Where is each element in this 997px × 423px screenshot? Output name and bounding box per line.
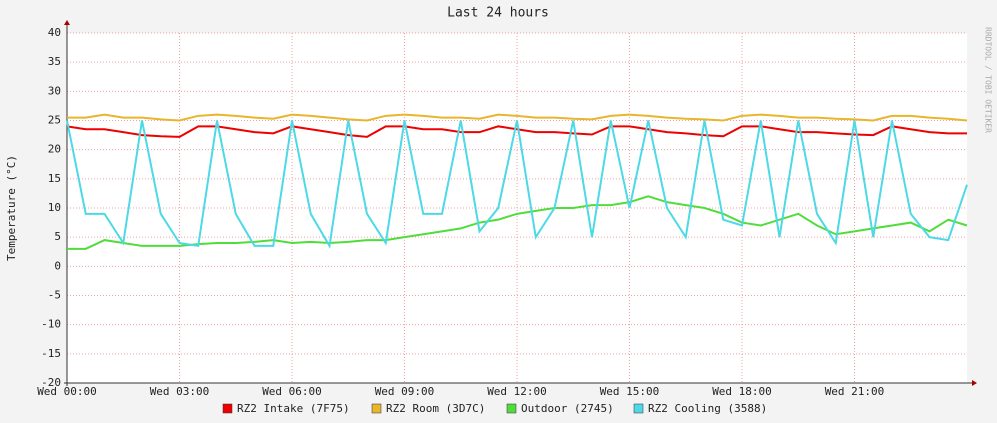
y-tick-label: -20 [41,376,61,389]
y-tick-label: 5 [54,230,61,243]
y-tick-label: 25 [48,114,61,127]
legend-swatch [506,403,517,414]
legend-swatch [371,403,382,414]
y-tick-label: -10 [41,318,61,331]
x-tick-label: Wed 12:00 [487,385,547,398]
legend-swatch [222,403,233,414]
y-tick-label: 15 [48,172,61,185]
axis-arrow [972,380,977,386]
x-tick-label: Wed 03:00 [150,385,210,398]
legend-label: RZ2 Room (3D7C) [386,402,485,415]
y-tick-label: 30 [48,84,61,97]
x-tick-label: Wed 09:00 [375,385,435,398]
x-tick-label: Wed 21:00 [825,385,885,398]
legend-label: Outdoor (2745) [521,402,614,415]
x-tick-label: Wed 00:00 [37,385,97,398]
legend-label: RZ2 Intake (7F75) [237,402,350,415]
y-tick-label: -5 [48,289,61,302]
series-line [66,120,968,249]
y-tick-label: -15 [41,347,61,360]
y-tick-label: 10 [48,201,61,214]
series-line [67,195,968,250]
x-tick-label: Wed 15:00 [600,385,660,398]
series-line [67,113,968,122]
y-tick-label: 20 [48,143,61,156]
legend-swatch [633,403,644,414]
legend-label: RZ2 Cooling (3588) [648,402,767,415]
x-tick-label: Wed 06:00 [262,385,322,398]
x-tick-label: Wed 18:00 [712,385,772,398]
y-tick-label: 0 [54,259,61,272]
y-axis-label: Temperature (°C) [5,155,18,261]
y-tick-label: 40 [48,26,61,39]
chart-title: Last 24 hours [447,6,549,21]
watermark: RRDTOOL / TOBI OETIKER [984,27,993,133]
axis-arrow [64,20,70,25]
y-tick-label: 35 [48,55,61,68]
